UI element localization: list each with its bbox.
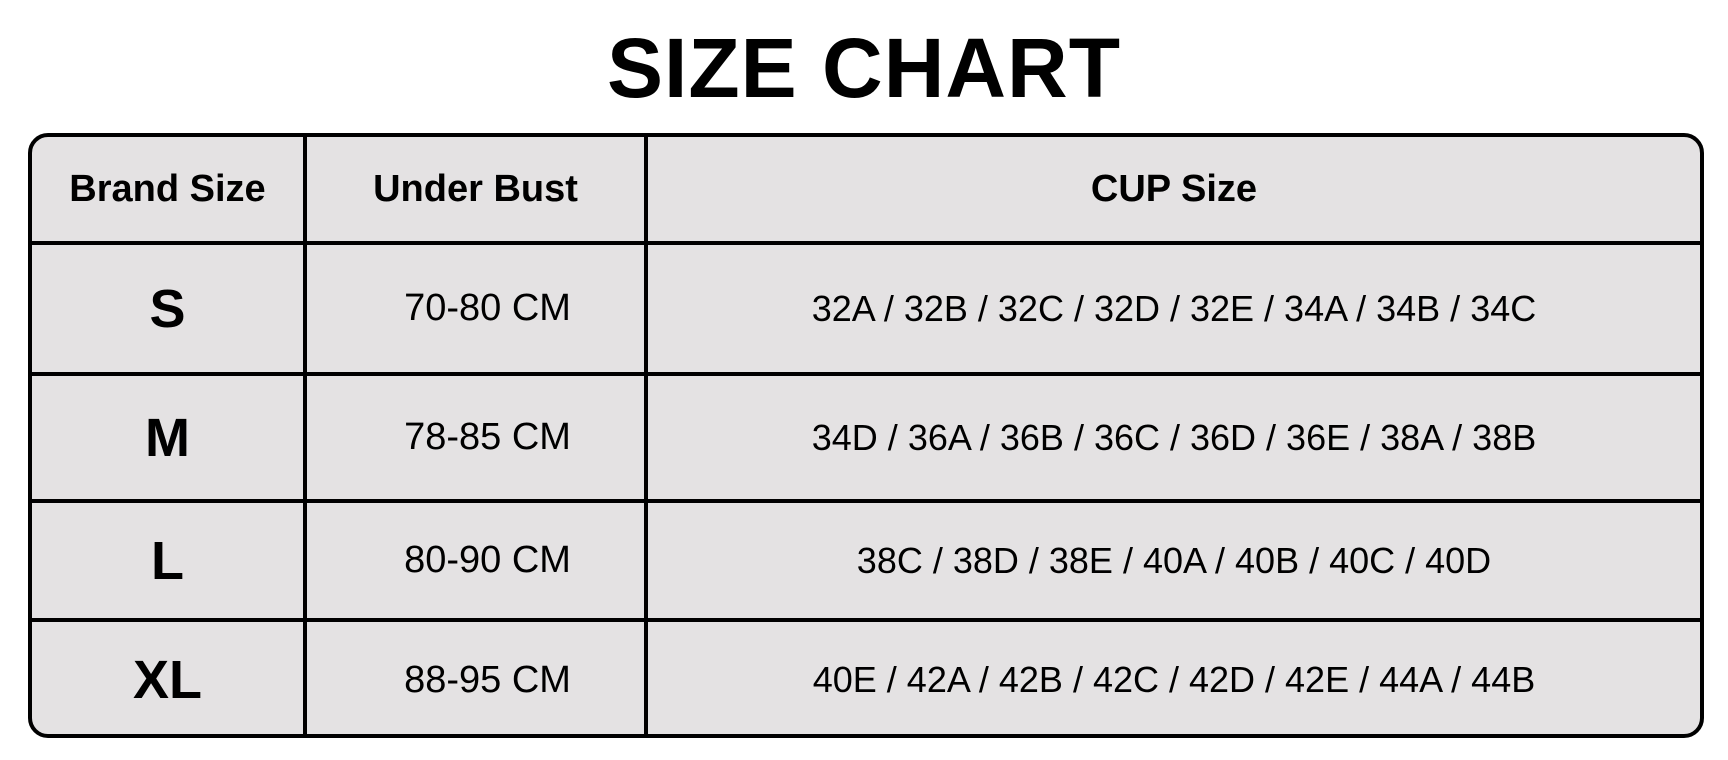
size-chart-table: Brand Size Under Bust CUP Size S 70-80 C… <box>28 133 1704 738</box>
header-cup-size: CUP Size <box>1090 167 1258 210</box>
under-bust: 70-80 CM <box>307 245 648 372</box>
under-bust: 88-95 CM <box>307 622 648 734</box>
divider <box>32 241 1700 245</box>
divider <box>32 372 1700 376</box>
brand-size: XL <box>32 622 307 734</box>
cup-sizes: 40E / 42A / 42B / 42C / 42D / 42E / 44A … <box>812 659 1536 700</box>
under-bust: 80-90 CM <box>307 503 648 618</box>
cup-sizes: 32A / 32B / 32C / 32D / 32E / 34A / 34B … <box>811 287 1537 329</box>
divider <box>32 499 1700 503</box>
page-title: SIZE CHART <box>607 21 1121 115</box>
header-under-bust: Under Bust <box>307 137 648 241</box>
under-bust: 78-85 CM <box>307 376 648 499</box>
table-row: L 80-90 CM 38C / 38D / 38E / 40A / 40B /… <box>32 503 1700 618</box>
brand-size: S <box>32 245 307 372</box>
table-row: S 70-80 CM 32A / 32B / 32C / 32D / 32E /… <box>32 245 1700 372</box>
header-brand-size: Brand Size <box>32 137 307 241</box>
brand-size: L <box>32 503 307 618</box>
cup-sizes: 34D / 36A / 36B / 36C / 36D / 36E / 38A … <box>811 416 1537 458</box>
table-row: M 78-85 CM 34D / 36A / 36B / 36C / 36D /… <box>32 376 1700 499</box>
cup-sizes: 38C / 38D / 38E / 40A / 40B / 40C / 40D <box>856 539 1492 581</box>
brand-size: M <box>32 376 307 499</box>
divider <box>32 618 1700 622</box>
table-row: XL 88-95 CM 40E / 42A / 42B / 42C / 42D … <box>32 622 1700 734</box>
table-header-row: Brand Size Under Bust CUP Size <box>32 137 1700 241</box>
